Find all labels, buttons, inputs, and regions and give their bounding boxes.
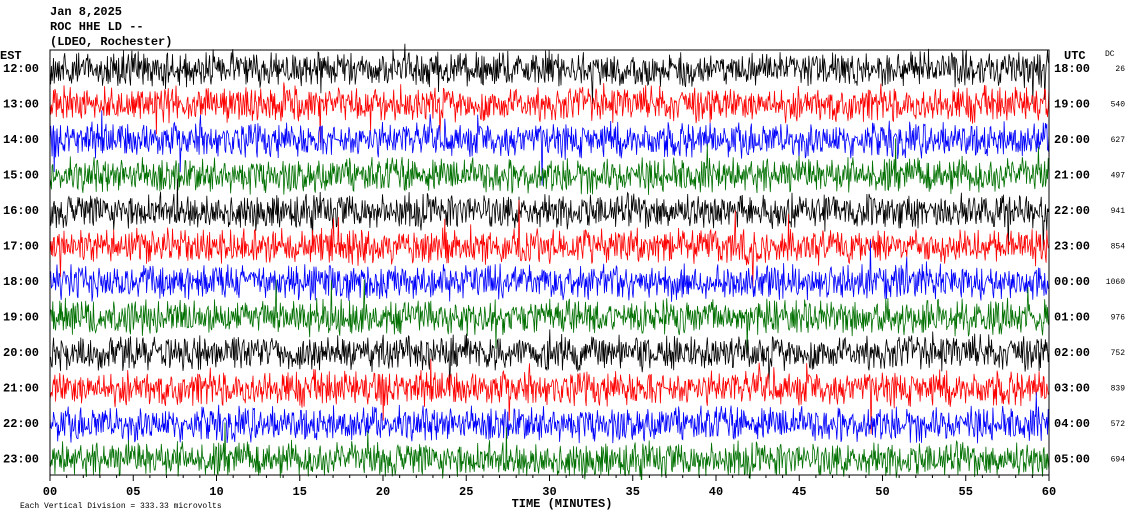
x-tick-label: 10 [209,485,223,499]
dc-value: 694 [1111,456,1126,465]
est-label: 19:00 [3,311,39,325]
dc-value: 540 [1111,101,1126,110]
dc-value: 941 [1111,207,1126,216]
utc-label: 20:00 [1054,133,1090,147]
est-label: 14:00 [3,133,39,147]
x-tick-label: 30 [542,485,556,499]
dc-value: 26 [1115,65,1125,74]
trace [50,422,1049,480]
x-tick-label: 50 [875,485,889,499]
utc-label: 18:00 [1054,62,1090,76]
est-label: 22:00 [3,417,39,431]
dc-title: DC [1105,50,1115,59]
utc-title: UTC [1064,49,1086,63]
trace [50,279,1049,353]
est-label: 16:00 [3,204,39,218]
traces [50,43,1049,480]
dc-value: 752 [1111,349,1126,358]
trace [50,392,1049,444]
trace [50,82,1049,143]
trace [50,110,1049,186]
x-tick-label: 55 [959,485,973,499]
dc-value: 1060 [1106,278,1125,287]
dc-value: 572 [1111,420,1126,429]
utc-label: 03:00 [1054,382,1090,396]
utc-label: 21:00 [1054,169,1090,183]
est-label: 23:00 [3,453,39,467]
x-tick-label: 45 [792,485,806,499]
trace [50,358,1049,434]
trace [50,138,1049,195]
utc-label: 02:00 [1054,346,1090,360]
x-tick-label: 15 [293,485,307,499]
est-label: 15:00 [3,169,39,183]
x-tick-label: 35 [626,485,640,499]
trace [50,199,1049,288]
est-title: EST [0,49,22,63]
x-tick-label: 05 [126,485,140,499]
station: ROC HHE LD -- [50,20,144,34]
est-label: 20:00 [3,346,39,360]
dc-value: 854 [1111,243,1126,252]
est-label: 12:00 [3,62,39,76]
scale-note: Each Vertical Division = 333.33 microvol… [20,502,222,511]
trace [50,178,1049,255]
dc-value: 839 [1111,385,1126,394]
dc-value: 627 [1111,136,1126,145]
est-label: 18:00 [3,275,39,289]
trace [50,240,1049,302]
est-label: 13:00 [3,98,39,112]
est-label: 21:00 [3,382,39,396]
trace [50,43,1049,105]
est-label: 17:00 [3,240,39,254]
dc-value: 497 [1111,172,1126,181]
x-tick-label: 25 [459,485,473,499]
x-tick-label: 20 [376,485,390,499]
x-axis-title: TIME (MINUTES) [512,497,613,511]
trace [50,329,1049,397]
utc-label: 00:00 [1054,275,1090,289]
utc-label: 04:00 [1054,417,1090,431]
utc-label: 01:00 [1054,311,1090,325]
x-tick-label: 40 [709,485,723,499]
dc-value: 976 [1111,314,1126,323]
utc-label: 22:00 [1054,204,1090,218]
utc-label: 23:00 [1054,240,1090,254]
date: Jan 8,2025 [50,5,122,19]
utc-label: 05:00 [1054,453,1090,467]
network: (LDEO, Rochester) [50,35,172,49]
utc-label: 19:00 [1054,98,1090,112]
x-tick-label: 00 [43,485,57,499]
x-tick-label: 60 [1042,485,1056,499]
